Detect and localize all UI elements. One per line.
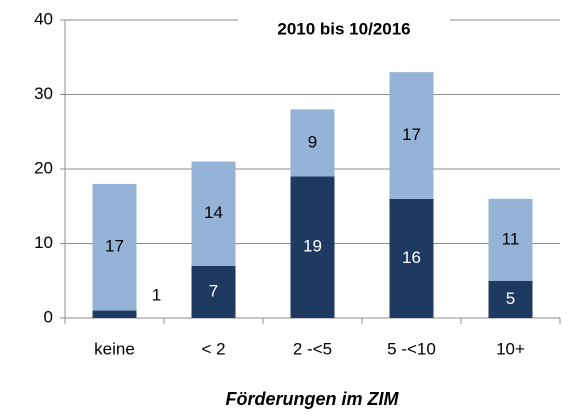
data-label: 17	[105, 237, 124, 256]
bar-segment	[191, 161, 236, 266]
chart-title: 2010 bis 10/2016	[277, 19, 410, 38]
bar-segment	[389, 198, 434, 318]
y-tick-label: 20	[34, 158, 53, 177]
y-tick-label: 10	[34, 233, 53, 252]
bar-segment	[290, 176, 335, 318]
y-tick-label: 0	[44, 307, 53, 326]
data-label: 9	[308, 132, 317, 151]
x-tick-label: 2 -<5	[293, 339, 332, 358]
x-tick-label: < 2	[201, 339, 225, 358]
bar-segment	[92, 183, 137, 311]
data-label: 19	[303, 237, 322, 256]
bar-segment	[92, 310, 137, 318]
x-tick-label: 5 -<10	[387, 339, 436, 358]
y-tick-label: 30	[34, 84, 53, 103]
x-tick-label: 10+	[496, 339, 525, 358]
data-label: 7	[209, 281, 218, 300]
data-label: 11	[502, 229, 520, 248]
data-label: 5	[506, 289, 515, 308]
data-label: 1	[152, 285, 161, 304]
bar-segment	[488, 280, 533, 318]
y-tick-label: 40	[34, 9, 53, 28]
bar-segment	[191, 265, 236, 318]
bar-segment	[488, 198, 533, 281]
x-axis-label: Förderungen im ZIM	[226, 389, 400, 409]
data-label: 16	[402, 248, 421, 267]
data-label: 14	[204, 203, 223, 222]
title-background	[238, 14, 450, 44]
x-tick-label: keine	[94, 339, 135, 358]
bar-segment	[389, 72, 434, 199]
data-label: 17	[402, 125, 421, 144]
bar-segment	[290, 109, 335, 177]
